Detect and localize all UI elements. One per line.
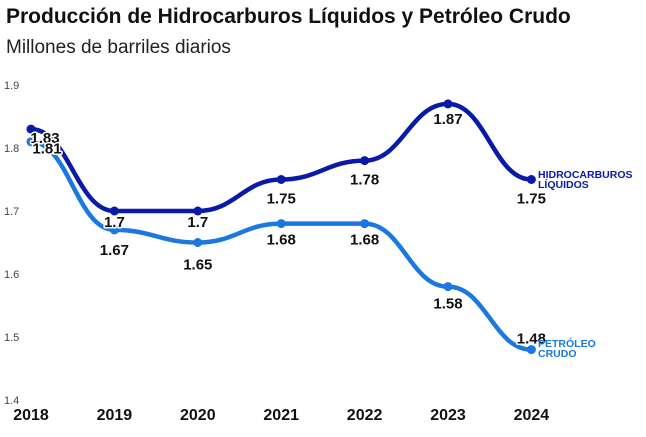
data-point [360, 156, 370, 166]
data-label: 1.87 [433, 111, 462, 128]
legend-label: PETRÓLEO [538, 337, 596, 350]
y-tick-label: 1.7 [4, 206, 19, 218]
data-point [193, 238, 203, 247]
legend-label: HIDROCARBUROS [538, 169, 633, 181]
data-label: 1.83 [30, 130, 59, 147]
data-point [443, 99, 453, 109]
data-point [276, 219, 286, 229]
y-tick-label: 1.5 [4, 332, 19, 344]
x-tick-label: 2023 [430, 407, 466, 424]
data-label: 1.81 [32, 141, 61, 158]
y-tick-label: 1.9 [4, 80, 19, 92]
data-label: 1.67 [100, 242, 129, 259]
data-label: 1.58 [433, 296, 462, 313]
y-tick-label: 1.8 [4, 143, 19, 155]
data-point [526, 345, 536, 355]
chart-title: Producción de Hidrocarburos Líquidos y P… [6, 5, 571, 28]
data-label: 1.78 [350, 172, 379, 189]
x-tick-label: 2024 [514, 407, 550, 424]
x-tick-label: 2022 [347, 407, 383, 424]
data-point [276, 175, 286, 184]
legend-label: LÍQUIDOS [538, 178, 589, 191]
data-point [526, 175, 536, 184]
data-point [443, 282, 453, 292]
data-label: 1.7 [187, 214, 208, 231]
data-point [26, 137, 36, 147]
data-label: 1.68 [350, 232, 379, 249]
x-tick-label: 2020 [180, 407, 216, 424]
data-point [360, 219, 370, 229]
x-tick-label: 2019 [97, 407, 133, 424]
data-label: 1.75 [267, 191, 296, 208]
data-point [109, 225, 119, 235]
y-tick-label: 1.4 [4, 395, 19, 407]
data-label: 1.65 [183, 257, 212, 274]
chart-subtitle: Millones de barriles diarios [6, 37, 231, 58]
x-tick-label: 2021 [263, 407, 299, 424]
data-label: 1.68 [267, 232, 296, 249]
data-label: 1.75 [517, 191, 546, 208]
data-point [193, 206, 203, 216]
x-tick-label: 2018 [13, 407, 49, 424]
data-label: 1.48 [517, 331, 546, 348]
data-point [26, 124, 36, 134]
data-label: 1.7 [104, 214, 125, 231]
data-point [109, 206, 119, 216]
y-tick-label: 1.6 [4, 269, 19, 281]
legend-label: CRUDO [538, 348, 577, 360]
